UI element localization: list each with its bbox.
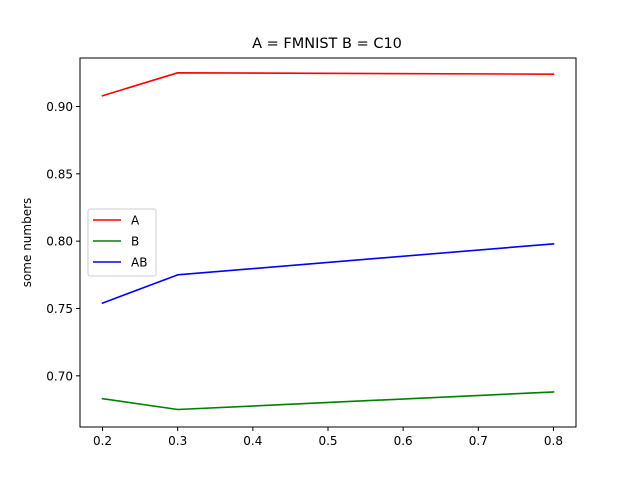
x-tick-label: 0.5	[318, 434, 337, 448]
series-line-b	[101, 391, 555, 411]
series-line-a	[101, 72, 555, 97]
chart-title: A = FMNIST B = C10	[252, 36, 402, 52]
y-tick-label: 0.70	[46, 369, 73, 383]
x-tick-label: 0.6	[394, 434, 413, 448]
x-tick-label: 0.4	[243, 434, 262, 448]
x-axis: 0.2 0.3 0.4 0.5 0.6 0.7 0.8	[93, 427, 563, 448]
series-line-ab	[101, 242, 555, 305]
legend: AB AB	[87, 208, 157, 277]
x-tick-label: 0.8	[544, 434, 563, 448]
x-tick-label: 0.7	[469, 434, 488, 448]
legend-label: B	[131, 235, 139, 249]
y-tick-label: 0.75	[46, 302, 73, 316]
plot-content	[101, 72, 555, 411]
y-axis: 0.70 0.75 0.80 0.85 0.90	[46, 100, 80, 383]
x-tick-label: 0.2	[93, 434, 112, 448]
legend-label: A	[131, 214, 140, 228]
y-axis-label: some numbers	[20, 198, 34, 288]
legend-box	[87, 208, 157, 277]
y-tick-label: 0.85	[46, 167, 73, 181]
y-tick-label: 0.80	[46, 235, 73, 249]
y-tick-label: 0.90	[46, 100, 73, 114]
legend-label: AB	[131, 256, 147, 270]
x-tick-label: 0.3	[168, 434, 187, 448]
